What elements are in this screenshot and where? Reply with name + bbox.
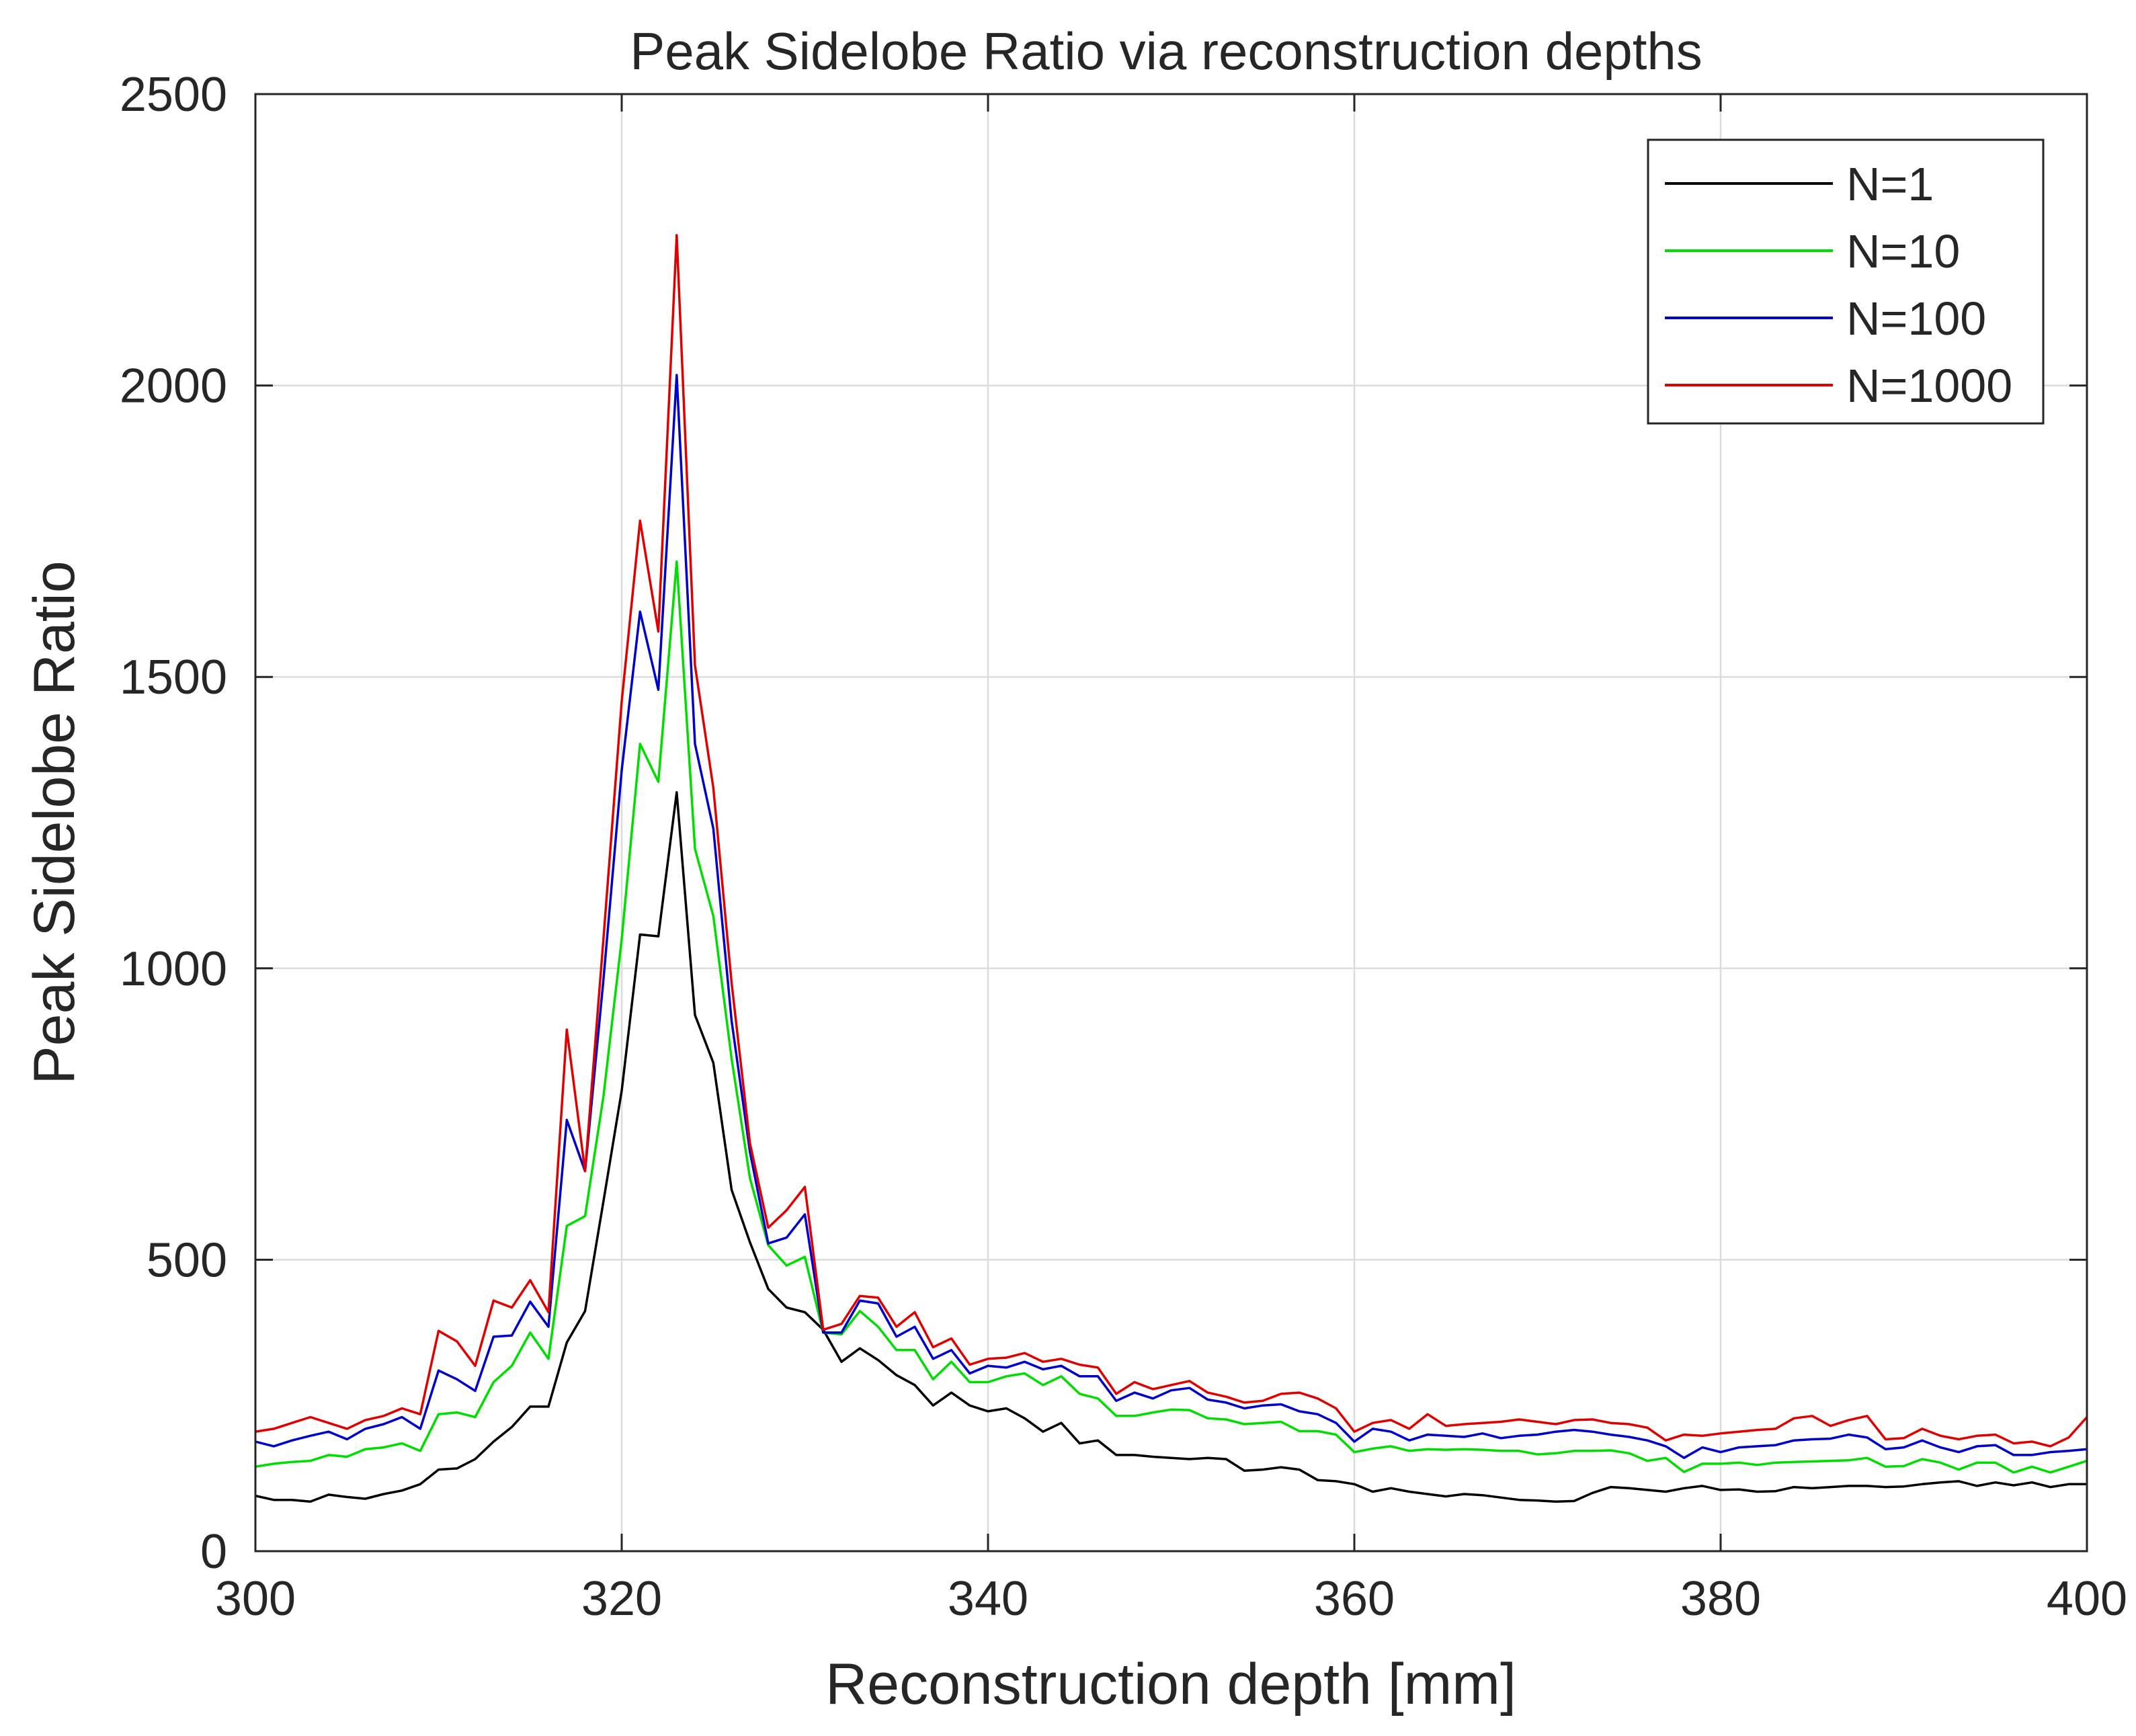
legend-label: N=1 [1846,158,1934,210]
legend: N=1 N=10 N=100 N=1000 [1647,138,2045,425]
legend-label: N=1000 [1846,360,2012,412]
x-tick-label: 360 [1314,1572,1395,1626]
y-tick-label: 500 [147,1233,227,1287]
plot-frame [254,93,2088,1553]
chart-title: Peak Sidelobe Ratio via reconstruction d… [630,22,1702,81]
y-axis-label: Peak Sidelobe Ratio [22,561,87,1084]
series-line-N=10 [255,560,2088,1474]
legend-label: N=100 [1846,292,1986,345]
ticks: 300 320 340 360 380 400 0 500 1000 1500 2000 2500 [120,68,2127,1626]
x-tick-label: 340 [948,1572,1028,1626]
y-tick-label: 1500 [120,651,227,704]
legend-label: N=10 [1846,225,1960,278]
x-axis-label: Reconstruction depth [mm] [825,1652,1516,1717]
series-lines [255,234,2088,1503]
legend-box [1647,138,2045,425]
y-tick-label: 0 [200,1525,227,1579]
y-tick-label: 2500 [120,68,227,122]
x-tick-label: 320 [581,1572,662,1626]
y-tick-label: 1000 [120,942,227,996]
series-line-N=1 [255,791,2087,1503]
series-line-N=1000 [255,234,2088,1448]
series-line-N=100 [255,374,2088,1459]
x-tick-label: 300 [215,1572,296,1626]
x-tick-label: 380 [1680,1572,1761,1626]
y-tick-label: 2000 [120,360,227,413]
x-tick-label: 400 [2047,1572,2127,1626]
